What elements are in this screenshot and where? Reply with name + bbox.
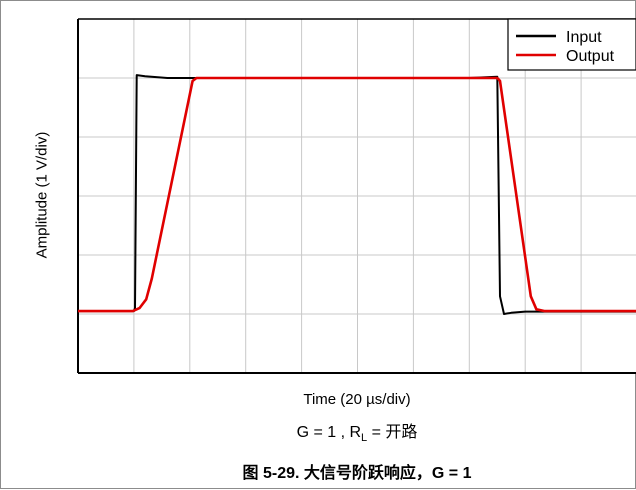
figure-caption: 图 5-29. 大信号阶跃响应，G = 1 bbox=[242, 465, 472, 482]
series-line-output bbox=[78, 76, 636, 313]
y-axis-label: Amplitude (1 V/div) bbox=[33, 131, 51, 259]
legend-label-input: Input bbox=[566, 29, 602, 46]
legend-label-output: Output bbox=[566, 48, 615, 65]
condition-prefix: G = 1 , R bbox=[296, 424, 362, 441]
condition-suffix: = 开路 bbox=[367, 424, 418, 441]
test-condition: G = 1 , RL = 开路 bbox=[297, 418, 418, 444]
condition-subscript: L bbox=[361, 432, 368, 445]
legend-box bbox=[507, 18, 636, 71]
x-axis-label: Time (20 µs/div) bbox=[303, 391, 411, 408]
